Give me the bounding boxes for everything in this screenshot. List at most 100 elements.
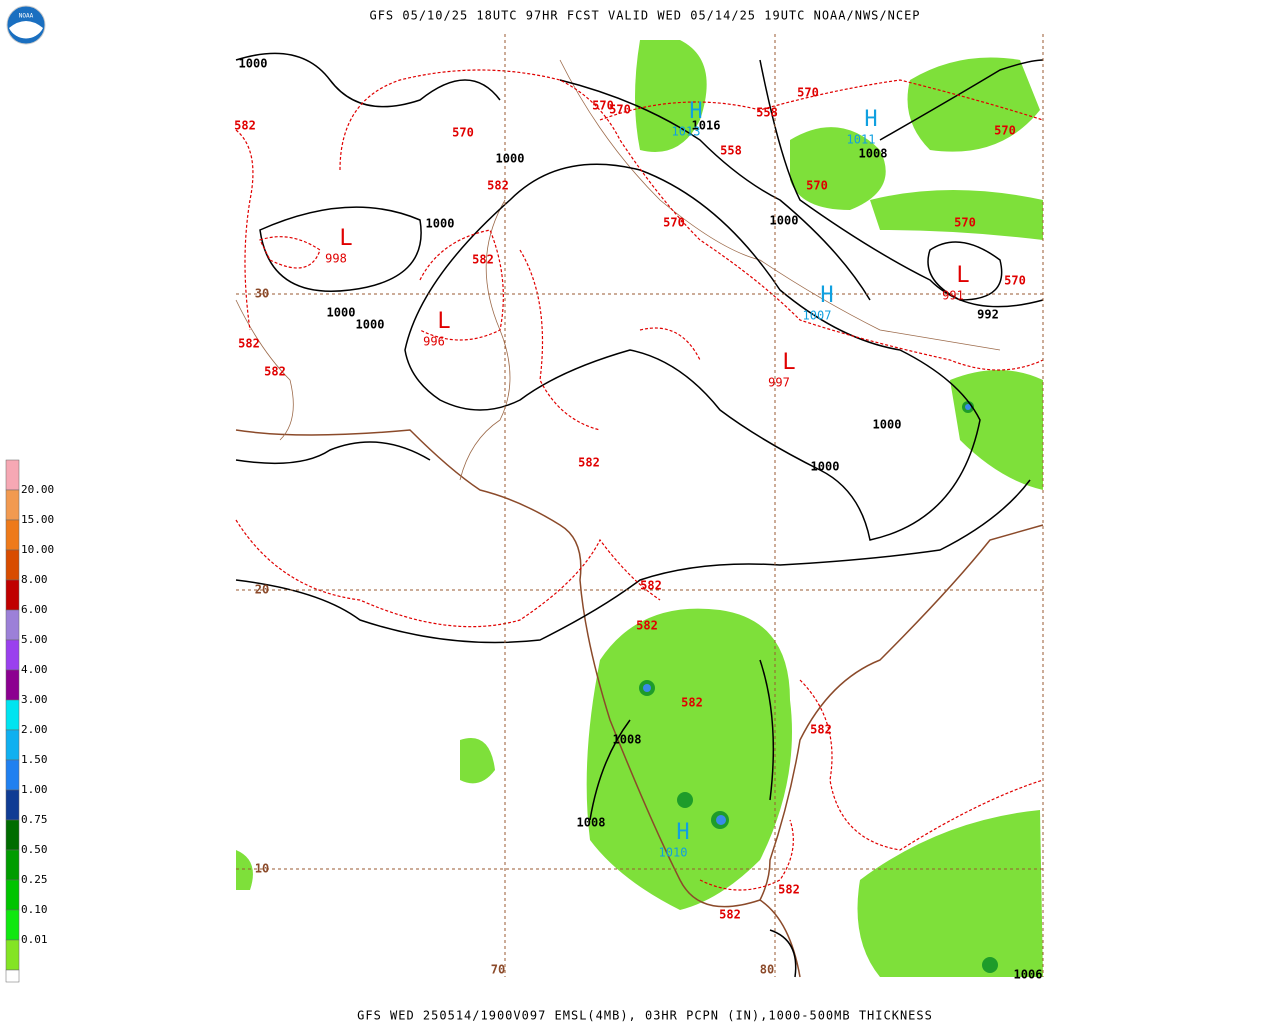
thickness-label: 582 (238, 337, 260, 351)
legend-label: 1.50 (21, 753, 48, 766)
low-value: 996 (423, 335, 445, 349)
legend-label: 0.01 (21, 933, 48, 946)
legend-swatch (5, 969, 20, 983)
pressure-label: 1000 (770, 214, 799, 228)
isobars (235, 52, 1044, 978)
legend-swatch (5, 549, 20, 581)
pressure-label: 1006 (1014, 968, 1043, 982)
legend-swatch (5, 879, 20, 911)
low-symbol: L (782, 350, 795, 375)
legend-swatch (5, 699, 20, 731)
high-symbol: H (676, 820, 689, 845)
pressure-label: 1000 (356, 318, 385, 332)
thickness-label: 558 (756, 106, 778, 120)
legend-swatch (5, 849, 20, 881)
legend-label: 0.10 (21, 903, 48, 916)
grid-label: 30 (255, 287, 269, 301)
thickness-label: 582 (578, 456, 600, 470)
legend: 20.00 15.00 10.00 8.00 6.00 5.00 4.00 3.00 2.00 1… (5, 459, 54, 983)
thickness-lines (235, 69, 1044, 891)
thickness-label: 582 (640, 579, 662, 593)
thickness-label: 582 (487, 179, 509, 193)
precip-areas (236, 40, 1043, 977)
thickness-label: 582 (636, 619, 658, 633)
thickness-label: 570 (663, 216, 685, 230)
thickness-label: 582 (264, 365, 286, 379)
thickness-label: 570 (592, 99, 614, 113)
pressure-label: 1008 (613, 733, 642, 747)
pressure-label: 1000 (496, 152, 525, 166)
thickness-label: 570 (806, 179, 828, 193)
low-value: 997 (768, 376, 790, 390)
thickness-label: 570 (452, 126, 474, 140)
legend-label: 0.25 (21, 873, 48, 886)
legend-swatch (5, 459, 20, 491)
header-title: GFS 05/10/25 18UTC 97HR FCST VALID WED 0… (369, 9, 920, 23)
grid-label: 80 (760, 963, 774, 977)
thickness-label: 570 (994, 124, 1016, 138)
legend-label: 2.00 (21, 723, 48, 736)
thickness-label: 558 (720, 144, 742, 158)
precip-heavy (639, 401, 998, 973)
pressure-label: 1000 (873, 418, 902, 432)
high-value: 1007 (803, 309, 832, 323)
high-symbol: H (864, 107, 877, 132)
pressure-label: 1000 (811, 460, 840, 474)
grid-label: 70 (491, 963, 505, 977)
pressure-label: 1000 (426, 217, 455, 231)
high-value: 1013 (672, 125, 701, 139)
high-value: 1010 (659, 846, 688, 860)
logo-text: NOAA (19, 13, 34, 20)
thickness-label: 582 (681, 696, 703, 710)
high-value: 1011 (847, 133, 876, 147)
legend-swatch (5, 519, 20, 551)
thickness-label: 570 (797, 86, 819, 100)
legend-swatch (5, 489, 20, 521)
thickness-label: 582 (719, 908, 741, 922)
legend-label: 4.00 (21, 663, 48, 676)
low-symbol: L (956, 263, 969, 288)
thickness-label: 582 (810, 723, 832, 737)
legend-swatch (5, 789, 20, 821)
legend-swatch (5, 909, 20, 941)
legend-label: 15.00 (21, 513, 54, 526)
map: 1000100010001000100010001008101699210001… (234, 34, 1044, 982)
legend-label: 5.00 (21, 633, 48, 646)
pressure-label: 1000 (327, 306, 356, 320)
pressure-label: 1008 (859, 147, 888, 161)
low-symbol: L (339, 226, 352, 251)
legend-swatch (5, 759, 20, 791)
legend-label: 10.00 (21, 543, 54, 556)
thickness-label: 582 (234, 119, 256, 133)
pressure-label: 1000 (239, 57, 268, 71)
thickness-label: 570 (954, 216, 976, 230)
thickness-label: 570 (609, 103, 631, 117)
noaa-logo: NOAA (6, 5, 46, 45)
low-symbol: L (437, 309, 450, 334)
thickness-label: 570 (1004, 274, 1026, 288)
legend-swatch (5, 819, 20, 851)
grid-label: 10 (255, 862, 269, 876)
thickness-label: 582 (472, 253, 494, 267)
legend-swatch (5, 579, 20, 611)
legend-swatch (5, 669, 20, 701)
legend-label: 20.00 (21, 483, 54, 496)
legend-label: 3.00 (21, 693, 48, 706)
footer-caption: GFS WED 250514/1900V097 EMSL(4MB), 03HR … (357, 1009, 933, 1023)
legend-swatch (5, 639, 20, 671)
legend-label: 0.50 (21, 843, 48, 856)
precip-max (643, 404, 971, 825)
legend-label: 6.00 (21, 603, 48, 616)
legend-swatch (5, 609, 20, 641)
thickness-label: 582 (778, 883, 800, 897)
grid-label: 20 (255, 583, 269, 597)
legend-swatch (5, 939, 20, 971)
high-symbol: H (820, 283, 833, 308)
low-value: 991 (942, 289, 964, 303)
coastline (235, 429, 1044, 978)
graticule (236, 34, 1044, 977)
legend-label: 1.00 (21, 783, 48, 796)
legend-label: 0.75 (21, 813, 48, 826)
